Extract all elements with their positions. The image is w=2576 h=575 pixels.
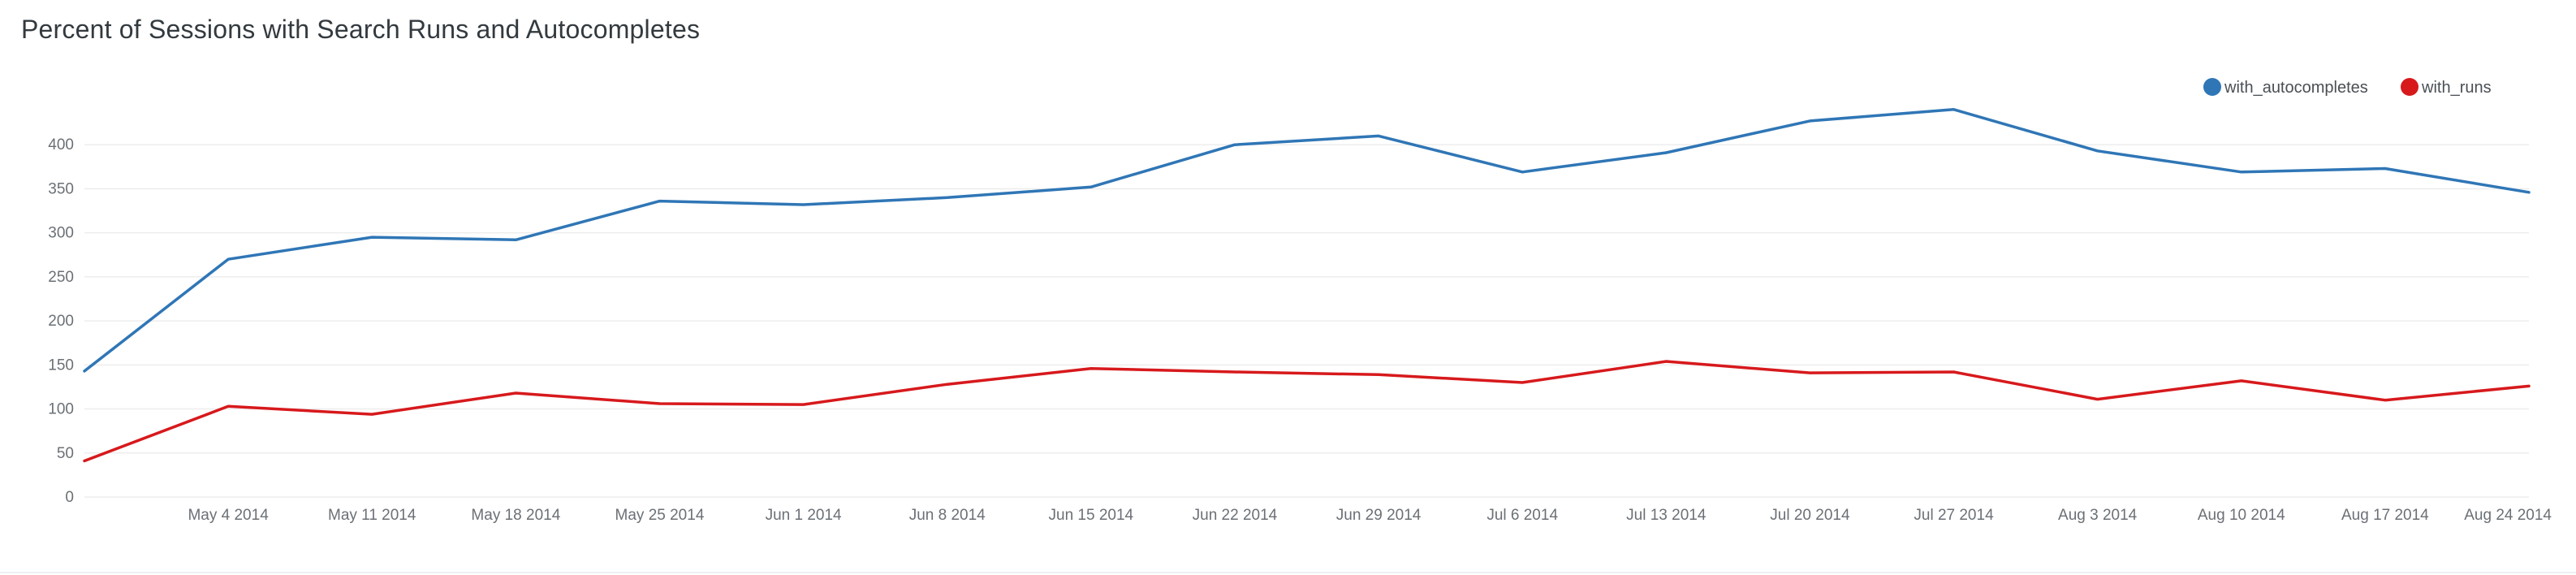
x-tick-label: Jul 20 2014 xyxy=(1770,507,1850,524)
x-tick-label: Aug 10 2014 xyxy=(2198,507,2285,524)
legend-label: with_autocompletes xyxy=(2224,79,2368,97)
legend-label: with_runs xyxy=(2421,79,2492,97)
y-tick-label: 50 xyxy=(57,445,74,462)
legend-item: with_autocompletes xyxy=(2203,78,2368,97)
x-tick-label: Jul 27 2014 xyxy=(1914,507,1994,524)
x-tick-label: Jun 8 2014 xyxy=(909,507,986,524)
grid-lines xyxy=(84,144,2529,498)
legend-marker xyxy=(2203,78,2221,96)
series-line-with_autocompletes xyxy=(83,108,2531,373)
y-axis: 0 50 100 150 200 250 300 350 400 xyxy=(48,136,74,506)
x-tick-label: Aug 24 2014 xyxy=(2464,507,2552,524)
x-tick-label: Jun 1 2014 xyxy=(766,507,842,524)
x-tick-label: Jul 13 2014 xyxy=(1626,507,1707,524)
x-tick-label: May 11 2014 xyxy=(328,507,416,524)
x-tick-label: Aug 3 2014 xyxy=(2058,507,2138,524)
y-tick-label: 200 xyxy=(48,313,74,330)
y-tick-label: 350 xyxy=(48,180,74,197)
x-tick-label: Aug 17 2014 xyxy=(2341,507,2429,524)
y-tick-label: 300 xyxy=(48,225,74,242)
x-tick-label: May 18 2014 xyxy=(471,507,560,524)
x-tick-label: Jun 15 2014 xyxy=(1049,507,1134,524)
x-tick-label: May 4 2014 xyxy=(188,507,269,524)
x-tick-label: Jun 29 2014 xyxy=(1336,507,1422,524)
x-tick-label: May 25 2014 xyxy=(615,507,705,524)
y-tick-label: 150 xyxy=(48,357,74,374)
x-tick-label: Jul 6 2014 xyxy=(1486,507,1558,524)
y-tick-label: 250 xyxy=(48,269,74,286)
y-tick-label: 100 xyxy=(48,401,74,418)
legend-marker xyxy=(2401,78,2419,96)
y-tick-label: 0 xyxy=(65,489,74,506)
x-axis: May 4 2014 May 11 2014 May 18 2014 May 25 2… xyxy=(188,507,2552,524)
chart-title: Percent of Sessions with Search Runs and… xyxy=(21,15,701,44)
series-line-with_runs xyxy=(83,360,2531,463)
bottom-divider xyxy=(0,572,2576,573)
legend-item: with_runs xyxy=(2401,78,2492,97)
y-tick-label: 400 xyxy=(48,136,74,153)
legend: with_autocompletes with_runs xyxy=(2203,78,2492,97)
x-tick-label: Jun 22 2014 xyxy=(1193,507,1278,524)
